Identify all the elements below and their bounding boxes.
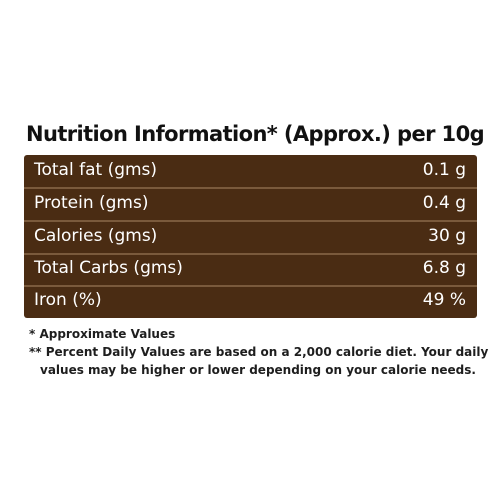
row-value: 6.8 g [422,258,466,278]
footnote-daily-values-line2: values may be higher or lower depending … [40,363,476,377]
footnote-daily-values-line1: ** Percent Daily Values are based on a 2… [29,345,489,359]
table-row-protein: Protein (gms) 0.4 g [24,189,477,220]
row-label: Iron (%) [34,290,102,310]
row-label: Calories (gms) [34,226,158,246]
table-row-total-carbs: Total Carbs (gms) 6.8 g [24,254,477,285]
footnotes: * Approximate Values ** Percent Daily Va… [29,325,489,379]
row-value: 49 % [422,290,466,310]
nutrition-table: Total fat (gms) 0.1 g Protein (gms) 0.4 … [24,155,477,318]
row-label: Total Carbs (gms) [34,258,183,278]
row-divider [24,187,477,189]
row-divider [24,220,477,222]
row-value: 30 g [428,226,466,246]
row-divider [24,285,477,287]
page-title: Nutrition Information* (Approx.) per 10g [26,122,485,146]
row-label: Protein (gms) [34,193,149,213]
table-row-iron: Iron (%) 49 % [24,286,477,317]
table-row-calories: Calories (gms) 30 g [24,222,477,253]
row-value: 0.4 g [422,193,466,213]
table-row-total-fat: Total fat (gms) 0.1 g [24,156,477,187]
row-label: Total fat (gms) [34,160,158,180]
row-value: 0.1 g [422,160,466,180]
row-divider [24,253,477,255]
footnote-approximate: * Approximate Values [29,327,176,341]
